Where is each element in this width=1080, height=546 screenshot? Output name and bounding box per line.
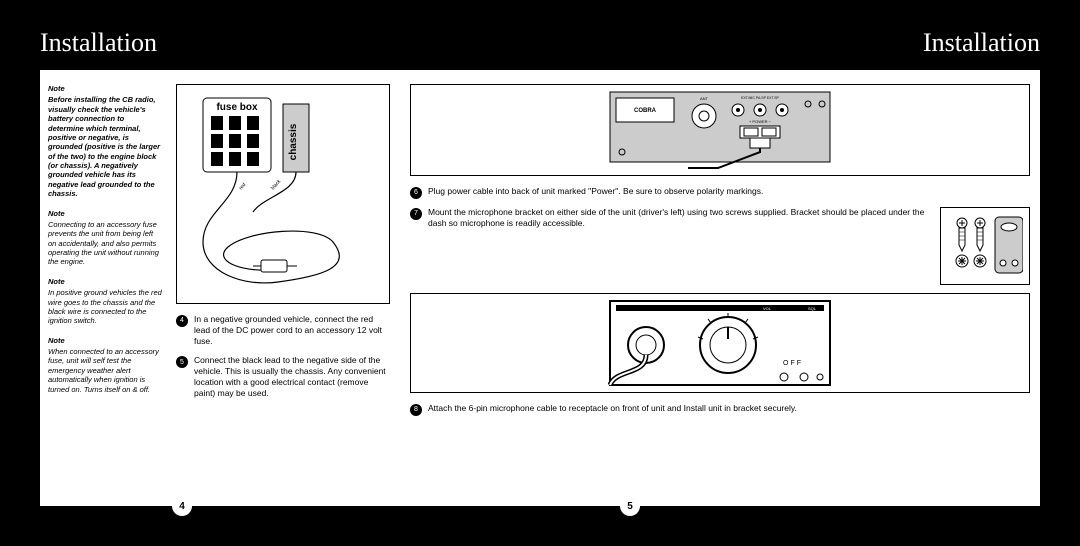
notes-column: Note Before installing the CB radio, vis… — [40, 70, 170, 506]
unit-back-svg: COBRA ANT EXT.MIC PA.SP EXT.SP + POWER − — [608, 90, 833, 170]
vol-label: VOL — [763, 306, 772, 311]
note-text: Before installing the CB radio, visually… — [48, 95, 162, 198]
note-4: Note When connected to an accessory fuse… — [48, 336, 162, 394]
wire-label-red: red — [238, 181, 247, 191]
step-6: 6 Plug power cable into back of unit mar… — [410, 186, 1030, 199]
wire-label-black: black — [270, 178, 283, 191]
step-num: 8 — [410, 404, 422, 416]
step-num: 6 — [410, 187, 422, 199]
unit-back-diagram: COBRA ANT EXT.MIC PA.SP EXT.SP + POWER − — [410, 84, 1030, 176]
brand-label: COBRA — [634, 108, 657, 114]
step-num: 5 — [176, 356, 188, 368]
page-num-right: 5 — [620, 496, 640, 516]
step-8: 8 Attach the 6-pin microphone cable to r… — [410, 403, 1030, 416]
note-2: Note Connecting to an accessory fuse pre… — [48, 209, 162, 267]
note-label: Note — [48, 209, 162, 218]
unit-front-svg: VOL SQL — [608, 299, 833, 387]
bracket-svg — [947, 213, 1023, 279]
note-text: Connecting to an accessory fuse prevents… — [48, 220, 162, 267]
left-body: fuse box chassis red black — [170, 70, 400, 506]
note-text: In positive ground vehicles the red wire… — [48, 288, 162, 326]
note-label: Note — [48, 277, 162, 286]
fusebox-diagram: fuse box chassis red black — [176, 84, 390, 304]
bracket-diagram — [940, 207, 1030, 285]
header-bar: Installation Installation — [40, 10, 1040, 70]
ext-label: EXT.MIC PA.SP EXT.SP — [741, 96, 779, 100]
step-7-row: 7 Mount the microphone bracket on either… — [410, 207, 1030, 285]
fusebox-label: fuse box — [216, 102, 258, 113]
ant-label: ANT — [700, 96, 709, 101]
chassis-label: chassis — [288, 123, 299, 160]
fusebox-svg: fuse box chassis red black — [183, 92, 383, 297]
right-body: COBRA ANT EXT.MIC PA.SP EXT.SP + POWER − — [400, 70, 1040, 506]
footer-bar: 4 5 — [40, 506, 1040, 536]
header-left: Installation — [40, 28, 157, 58]
page-num-left: 4 — [172, 496, 192, 516]
unit-front-diagram: VOL SQL — [410, 293, 1030, 393]
plug — [261, 260, 287, 272]
power-label: + POWER − — [748, 119, 771, 124]
wire-black — [253, 172, 296, 212]
fuse-grid — [211, 116, 259, 166]
step-5: 5 Connect the black lead to the negative… — [176, 355, 390, 399]
sql-label: SQL — [808, 306, 817, 311]
off-label: OFF — [783, 360, 803, 367]
step-text: Plug power cable into back of unit marke… — [428, 186, 1030, 199]
step-num: 7 — [410, 208, 422, 220]
step-num: 4 — [176, 315, 188, 327]
note-3: Note In positive ground vehicles the red… — [48, 277, 162, 326]
note-label: Note — [48, 336, 162, 345]
screw-2 — [974, 218, 986, 267]
header-right: Installation — [923, 28, 1040, 58]
note-label: Note — [48, 84, 162, 93]
screw-1 — [956, 218, 968, 267]
step-text: In a negative grounded vehicle, connect … — [194, 314, 390, 347]
note-1: Note Before installing the CB radio, vis… — [48, 84, 162, 199]
note-text: When connected to an accessory fuse, uni… — [48, 347, 162, 394]
step-7: 7 Mount the microphone bracket on either… — [410, 207, 930, 229]
step-text: Connect the black lead to the negative s… — [194, 355, 390, 399]
content-area: Note Before installing the CB radio, vis… — [40, 70, 1040, 506]
step-4: 4 In a negative grounded vehicle, connec… — [176, 314, 390, 347]
step-text: Mount the microphone bracket on either s… — [428, 207, 930, 229]
step-text: Attach the 6-pin microphone cable to rec… — [428, 403, 1030, 416]
